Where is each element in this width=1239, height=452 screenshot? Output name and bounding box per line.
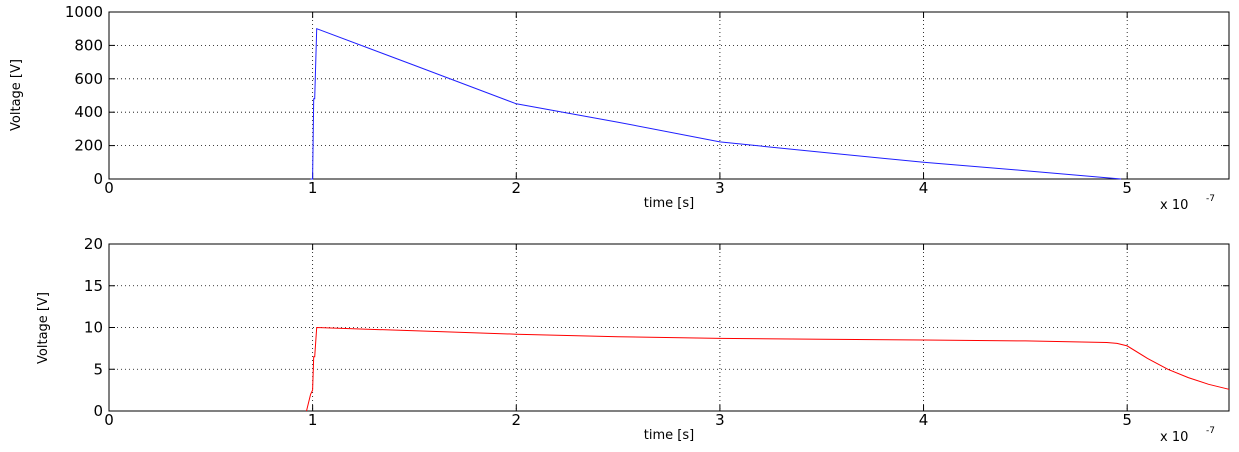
y-axis-label: Voltage [V] <box>9 59 24 131</box>
x-tick-label: 5 <box>1122 411 1132 429</box>
x-tick-label: 4 <box>919 179 929 197</box>
y-tick-label: 20 <box>84 235 103 253</box>
y-tick-label: 0 <box>93 170 103 188</box>
x-axis-label: time [s] <box>644 428 694 443</box>
x-tick-label: 0 <box>104 411 114 429</box>
x-tick-label: 5 <box>1122 179 1132 197</box>
x-exponent-label: x 10 <box>1160 198 1188 213</box>
bottom-voltage-plot: 0 1 2 3 4 5 0 5 10 15 20 time [s] Voltage [V] x 10 -7 <box>36 235 1230 445</box>
y-axis-label: Voltage [V] <box>36 292 51 364</box>
plot-frame <box>108 11 1230 180</box>
x-tick-label: 1 <box>308 411 318 429</box>
y-tick-label: 600 <box>74 70 103 88</box>
y-tick-label: 800 <box>74 36 103 54</box>
y-tick-label: 400 <box>74 103 103 121</box>
x-tick-label: 1 <box>308 179 318 197</box>
y-tick-label: 1000 <box>65 3 103 21</box>
y-tick-label: 0 <box>93 402 103 420</box>
series-line <box>306 326 1230 412</box>
top-voltage-plot: 0 1 2 3 4 5 0 200 400 600 800 1000 time [s] Voltage [… <box>9 3 1230 213</box>
x-exponent-superscript: -7 <box>1206 426 1215 436</box>
x-exponent-superscript: -7 <box>1206 194 1215 204</box>
y-tick-label: 15 <box>84 277 103 295</box>
x-tick-label: 4 <box>919 411 929 429</box>
y-tick-label: 10 <box>84 319 103 337</box>
x-tick-label: 0 <box>104 179 114 197</box>
x-exponent-label: x 10 <box>1160 430 1188 445</box>
y-tick-label: 200 <box>74 137 103 155</box>
x-tick-label: 3 <box>715 179 725 197</box>
x-tick-label: 2 <box>511 179 521 197</box>
x-axis-label: time [s] <box>644 196 694 211</box>
series-line <box>310 27 1122 180</box>
y-tick-label: 5 <box>93 360 103 378</box>
x-tick-label: 3 <box>715 411 725 429</box>
x-tick-label: 2 <box>511 411 521 429</box>
